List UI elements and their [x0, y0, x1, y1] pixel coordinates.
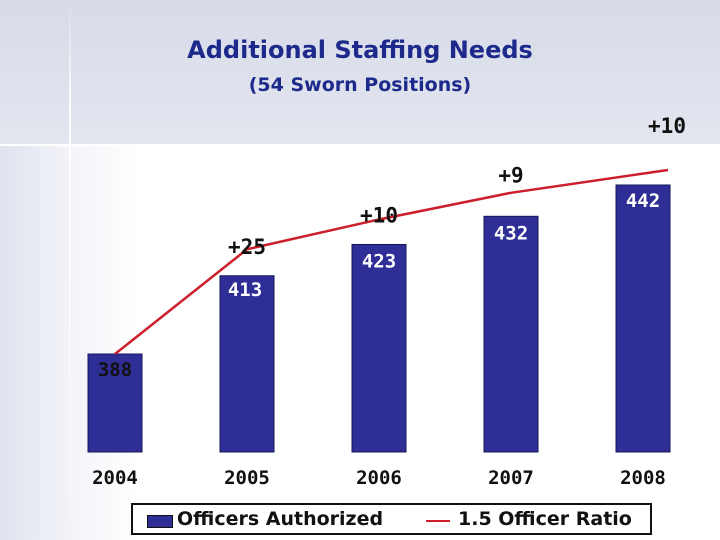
- bar-value-label-2005: 413: [228, 279, 262, 301]
- bar-value-label-2004: 388: [98, 359, 132, 381]
- labels-layer: 388 413 423 432 442 +25 +10 +9 +10 2004 2005 2006 20…: [92, 114, 686, 489]
- increment-label-2008: +10: [648, 114, 686, 138]
- x-tick-label-2008: 2008: [620, 467, 666, 489]
- sparkle-icon: [54, 130, 86, 162]
- ratio-line: [114, 168, 669, 355]
- bar-2006: [351, 243, 407, 453]
- bar-2005: [219, 275, 275, 453]
- header-divider: [0, 144, 720, 146]
- legend: Officers Authorized 1.5 Officer Ratio: [131, 503, 652, 535]
- bar-2008: [615, 184, 671, 453]
- chart-plot: 388 413 423 432 442 +25 +10 +9 +10 2004 2005 2006 20…: [87, 114, 686, 489]
- bar-2007: [483, 215, 539, 453]
- increment-label-2005: +25: [228, 235, 266, 259]
- chart-subtitle: (54 Sworn Positions): [248, 74, 472, 96]
- legend-swatch-bars: [147, 515, 173, 528]
- legend-swatch-line: [426, 520, 450, 522]
- bar-value-label-2008: 442: [626, 190, 660, 212]
- bar-value-label-2007: 432: [494, 222, 528, 244]
- increment-label-2007: +9: [498, 163, 523, 187]
- increment-label-2006: +10: [360, 203, 398, 227]
- chart-title: Additional Staffing Needs: [187, 36, 533, 64]
- ratio-line-layer: [114, 168, 669, 355]
- decorative-vertical-line: [69, 0, 71, 540]
- header-band: [0, 0, 720, 145]
- decorative-horizontal-line: [0, 144, 200, 146]
- legend-label-ratio: 1.5 Officer Ratio: [458, 508, 632, 530]
- x-tick-label-2006: 2006: [356, 467, 402, 489]
- bar-2004: [87, 353, 143, 453]
- x-tick-label-2005: 2005: [224, 467, 270, 489]
- x-tick-label-2007: 2007: [488, 467, 534, 489]
- x-tick-label-2004: 2004: [92, 467, 138, 489]
- bars-layer: [87, 184, 671, 453]
- bar-value-label-2006: 423: [362, 250, 396, 272]
- legend-label-officers: Officers Authorized: [177, 508, 384, 530]
